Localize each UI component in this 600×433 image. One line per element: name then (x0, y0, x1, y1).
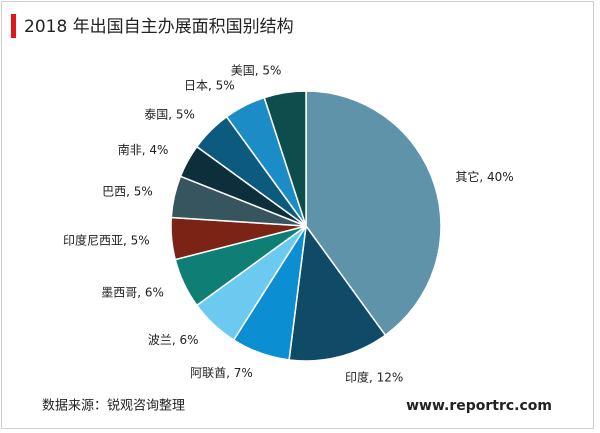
data-label: 泰国, 5% (144, 107, 195, 121)
chart-title: 2018 年出国自主办展面积国别结构 (24, 17, 294, 37)
data-label: 印度尼西亚, 5% (63, 232, 150, 247)
data-label: 阿联酋, 7% (190, 365, 253, 380)
source: 数据来源：锐观咨询整理 (42, 399, 185, 414)
data-label: 美国, 5% (231, 63, 282, 77)
data-label: 波兰, 6% (148, 333, 199, 347)
data-label: 印度, 12% (345, 370, 403, 385)
data-label: 墨西哥, 6% (101, 285, 164, 299)
title-accent (11, 14, 16, 38)
pie-slice (288, 224, 387, 362)
data-label: 南非, 4% (118, 142, 169, 157)
pie-slice (305, 90, 442, 337)
pie-slice (263, 90, 307, 227)
data-label: 日本, 5% (184, 79, 235, 93)
data-label: 巴西, 5% (102, 184, 153, 198)
website: www.reportrc.com (406, 398, 552, 414)
data-label: 其它, 40% (455, 169, 513, 184)
